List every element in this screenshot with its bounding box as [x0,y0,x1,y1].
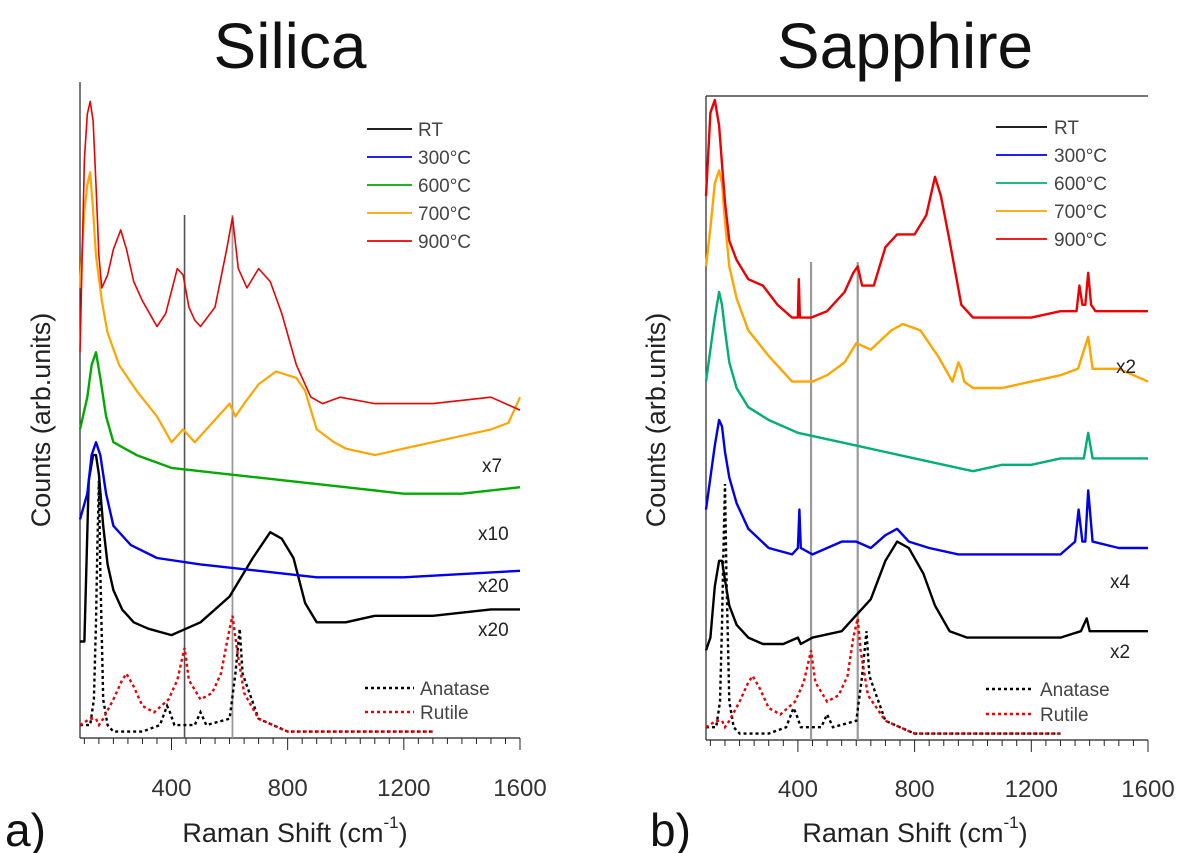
x-axis-label-sup: -1 [1003,813,1018,832]
reference-legend: Anatase Rutile [986,680,1110,726]
legend-label: 600°C [418,176,471,197]
scale-labels: x2 x4 x2 [1110,357,1136,663]
series-line-rt [704,540,1148,651]
legend-item: 700°C [996,202,1107,223]
legend-label: 700°C [1054,202,1107,223]
x-axis-label: Raman Shift (cm-1) [802,813,1027,848]
y-axis-label: Counts (arb.units) [641,313,671,528]
x-ticks [83,738,521,750]
x-tick-label: 400 [151,775,191,802]
legend-item: 900°C [996,230,1107,251]
legend-item: RT [367,120,443,141]
legend-label: Anatase [420,679,490,700]
reference-lines [809,262,859,740]
x-tick-label: 800 [895,776,935,803]
legend-item: 900°C [367,232,471,253]
series-line-900c [704,98,1148,319]
legend: RT 300°C 600°C 700°C 900°C [996,118,1107,251]
x-tick-labels: 400 800 1200 1600 [778,776,1175,803]
scale-label-600c: x10 [478,524,509,545]
legend-label: 900°C [1054,230,1107,251]
legend-label: RT [1054,118,1079,139]
chart-title: Sapphire [777,10,1033,82]
legend-label: 300°C [1054,146,1107,167]
legend-item: 600°C [996,174,1107,195]
series-line-600c [78,351,521,495]
x-tick-label: 1200 [1005,776,1058,803]
x-tick-label: 1600 [1121,776,1174,803]
legend-item: 600°C [367,176,471,197]
legend-item: Rutile [365,703,469,724]
x-tick-label: 1600 [493,775,546,802]
legend-item: 300°C [996,146,1107,167]
legend-item: 700°C [367,204,471,225]
legend-label: 900°C [418,232,471,253]
panel-sapphire: Sapphire Counts (arb.units) Raman Shift … [641,10,1175,853]
reference-curve-rutile [79,615,433,733]
scale-label-700c: x7 [482,456,502,477]
reference-curve-anatase [80,480,433,733]
scale-label-300c: x20 [478,576,509,597]
scale-label-rt: x20 [478,620,509,641]
x-axis-label-end: ) [1019,818,1028,848]
legend-label: 600°C [1054,174,1107,195]
legend-item: RT [996,118,1079,139]
x-axis-label: Raman Shift (cm-1) [182,813,407,848]
reference-legend: Anatase Rutile [365,679,490,724]
legend-item: 300°C [367,148,471,169]
series-line-300c [704,418,1148,556]
scale-label-rt: x2 [1110,642,1130,663]
panel-label: b) [650,804,691,853]
reference-curves [705,483,1061,735]
series-line-900c [79,100,521,411]
series-line-rt [80,453,520,643]
panel-silica: Silica Counts (arb.units) Raman Shift (c… [5,10,547,853]
reference-curve-rutile [705,618,1061,735]
x-axis-label-sup: -1 [383,813,398,832]
y-axis-label: Counts (arb.units) [26,313,56,528]
legend-label: 700°C [418,204,471,225]
legend-label: 300°C [418,148,471,169]
x-axis-label-end: ) [399,818,408,848]
x-tick-label: 800 [268,775,308,802]
x-tick-labels: 400 800 1200 1600 [151,775,546,802]
legend-item: Anatase [365,679,490,700]
series-line-600c [704,290,1148,473]
panel-label: a) [5,804,46,853]
legend-label: Rutile [420,703,469,724]
scale-labels: x20 x20 x10 x7 [478,456,509,641]
series-lines [78,100,522,643]
legend-item: Anatase [986,680,1110,701]
series-line-300c [78,441,521,579]
reference-lines [183,215,234,738]
scale-label-300c: x4 [1110,572,1131,593]
reference-curves [79,480,433,733]
scale-label-900c: x2 [1116,357,1136,378]
legend-label: RT [418,120,443,141]
reference-curve-anatase [706,483,1061,735]
x-tick-label: 400 [778,776,818,803]
chart-title: Silica [214,10,367,82]
legend-label: Anatase [1040,680,1110,701]
x-ticks [709,740,1149,752]
legend-label: Rutile [1040,705,1089,726]
legend-item: Rutile [986,705,1089,726]
x-axis-label-main: Raman Shift (cm [802,818,1003,848]
series-line-700c [78,171,522,457]
series-line-700c [704,169,1149,390]
series-lines [704,98,1149,651]
x-axis-label-main: Raman Shift (cm [182,818,383,848]
legend: RT 300°C 600°C 700°C 900°C [367,120,471,253]
x-tick-label: 1200 [377,775,430,802]
